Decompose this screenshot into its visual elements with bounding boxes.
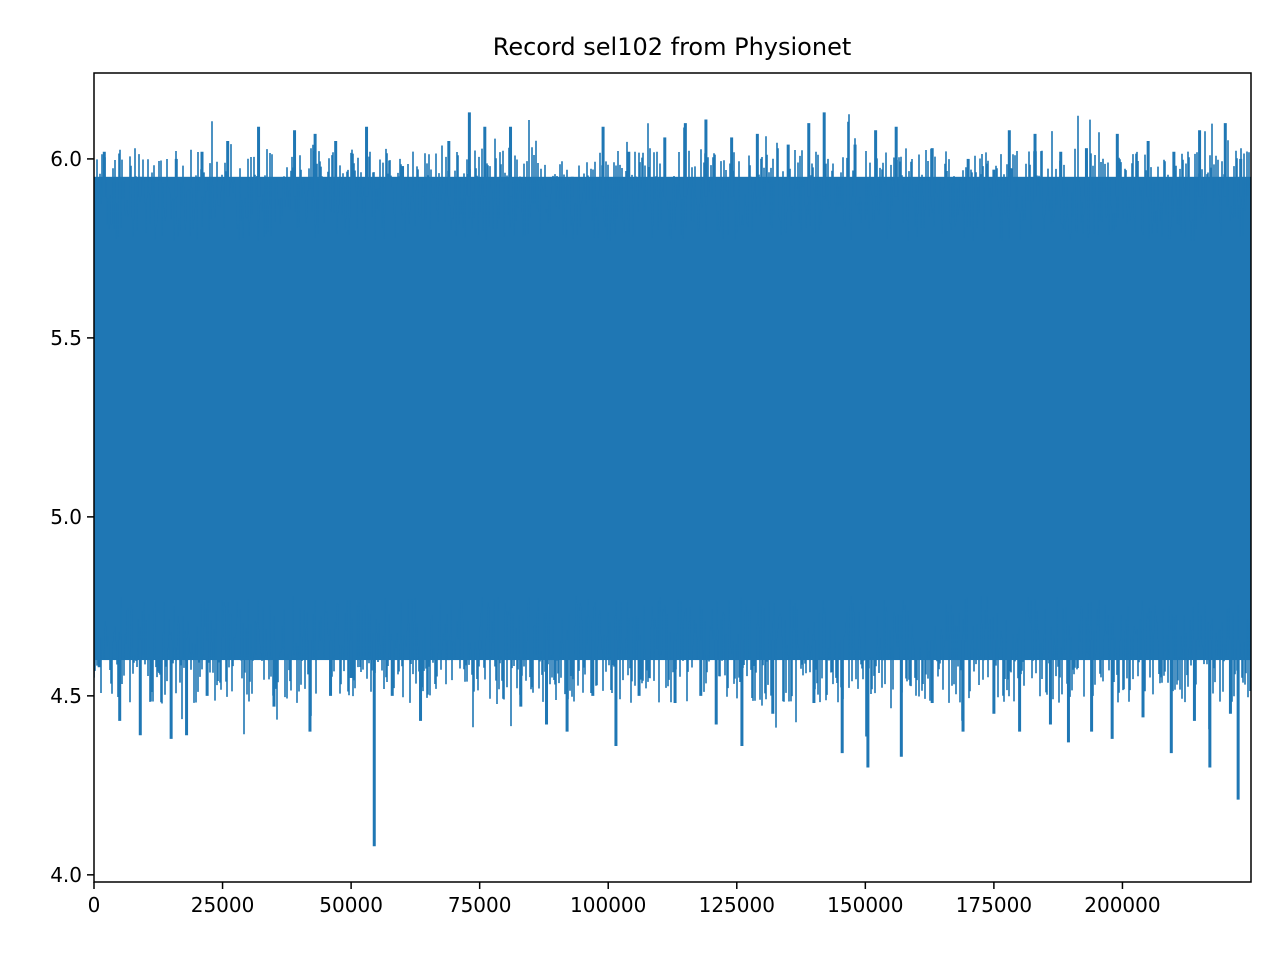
chart-title: Record sel102 from Physionet [493, 33, 852, 61]
y-tick-label: 4.0 [50, 863, 82, 887]
y-tick-label: 5.0 [50, 505, 82, 529]
x-tick-label: 150000 [827, 893, 903, 917]
y-tick-label: 6.0 [50, 147, 82, 171]
series-layer [94, 112, 1251, 847]
x-tick-label: 50000 [319, 893, 383, 917]
x-axis: 0 25000 50000 75000 100000 125000 150000 175000… [88, 882, 1161, 917]
x-tick-label: 0 [88, 893, 101, 917]
signal-trace [94, 114, 1251, 737]
x-tick-label: 125000 [699, 893, 775, 917]
y-axis: 4.0 4.5 5.0 5.5 6.0 [50, 147, 94, 887]
x-tick-label: 25000 [191, 893, 255, 917]
y-tick-label: 5.5 [50, 326, 82, 350]
x-tick-label: 75000 [448, 893, 512, 917]
x-tick-label: 200000 [1084, 893, 1160, 917]
x-tick-label: 175000 [956, 893, 1032, 917]
x-tick-label: 100000 [570, 893, 646, 917]
y-tick-label: 4.5 [50, 684, 82, 708]
plot-frame [93, 72, 1252, 883]
